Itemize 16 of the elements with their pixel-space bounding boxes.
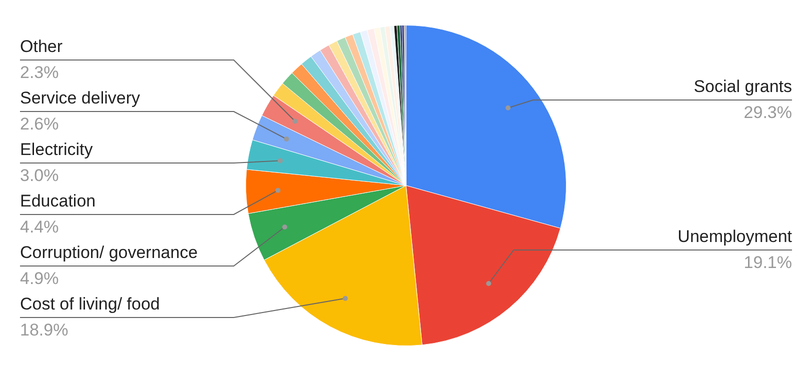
data-label: 4.4% [20, 218, 59, 236]
slice-label: Education [20, 192, 96, 210]
data-label: 29.3% [744, 103, 792, 122]
data-label: 2.6% [20, 114, 59, 134]
data-label: 2.3% [20, 63, 59, 82]
slice-label: Corruption/ governance [20, 243, 198, 262]
data-label: 18.9% [20, 320, 68, 340]
slice-label: Other [20, 37, 63, 56]
data-label: 19.1% [744, 253, 792, 272]
slice-label: Social grants [694, 77, 792, 96]
slice-label: Electricity [20, 140, 94, 159]
data-label: 3.0% [20, 166, 59, 185]
slice-label: Service delivery [20, 88, 140, 108]
slice-label: Cost of living/ food [20, 294, 160, 314]
slice-label: Unemployment [678, 227, 792, 246]
data-label: 4.9% [20, 269, 59, 288]
